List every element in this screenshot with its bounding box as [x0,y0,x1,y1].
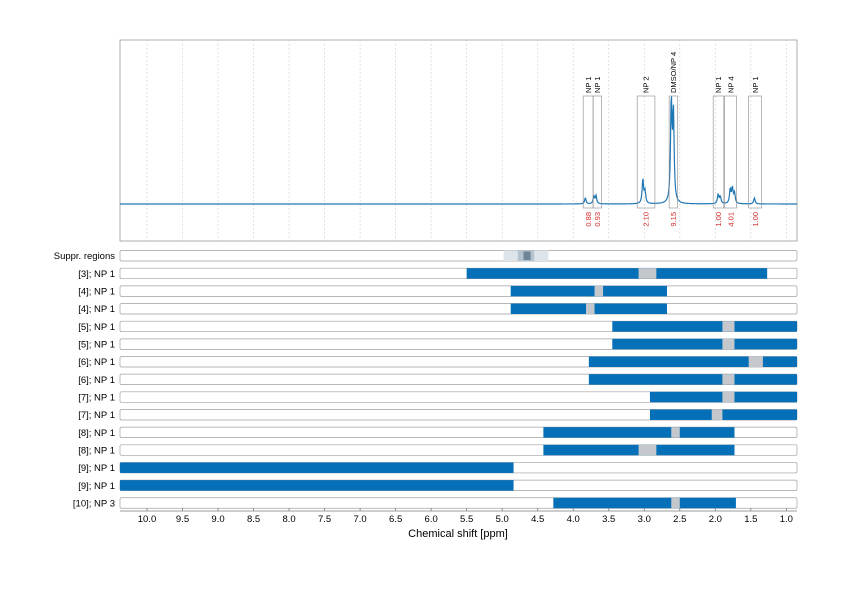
peak-integral-value: 1.00 [751,212,760,227]
row-bar [553,497,736,509]
row-bar-gap [671,427,680,438]
peak-regions: NP 1 0.88 NP 1 0.93 NP 2 2.10 DMSO/NP 4 9.15 NP … [582,52,762,227]
row-bar-gap [638,268,657,279]
row-bar [588,374,797,385]
spectrum-line [120,96,797,205]
x-tick-label: 6.0 [425,514,438,525]
row-label: [9]; NP 1 [78,481,115,492]
peak-region-box [748,95,762,209]
x-tick-label: 2.5 [673,514,686,525]
row-bar-gap [671,497,680,509]
row-bar-gap [722,374,735,385]
row-label: [7]; NP 1 [78,392,115,403]
row-label: [8]; NP 1 [78,445,115,456]
x-tick-label: 5.0 [496,514,509,525]
row-label: [5]; NP 1 [78,322,115,333]
peak-integral-value: 0.93 [593,212,602,227]
row-bar-gap [722,338,735,350]
x-tick-label: 8.5 [247,514,260,525]
row-bar-gap [711,409,723,420]
row-bar [543,427,735,438]
row-bar [510,285,667,297]
x-tick-label: 9.0 [211,514,224,525]
spectrum-panel [119,39,798,242]
peak-integral-value: 1.00 [714,212,723,227]
peak-integral-value: 4.01 [726,212,735,227]
row-label: [4]; NP 1 [78,287,115,298]
row-bar [120,480,514,491]
row-bar [612,321,797,332]
row-label: [9]; NP 1 [78,463,115,474]
peak-region-box [592,95,602,209]
row-label: [4]; NP 1 [78,304,115,315]
x-tick-label: 3.0 [638,514,651,525]
row-bar [588,356,797,367]
peak-region-box [712,95,725,209]
x-tick-label: 7.0 [354,514,367,525]
row-bar-gap [638,444,657,456]
row-label: [5]; NP 1 [78,339,115,350]
row-bar [612,338,797,350]
row-track [119,285,798,297]
row-label: [6]; NP 1 [78,375,115,386]
row-label: [7]; NP 1 [78,410,115,421]
row-label: [6]; NP 1 [78,357,115,368]
row-label: [3]; NP 1 [78,269,115,280]
peak-integral-value: 0.88 [584,212,593,227]
peak-region-box [636,95,656,209]
suppr-region-inner [523,251,531,260]
row-bar [649,409,797,420]
peak-region-box [724,95,737,209]
x-axis-title: Chemical shift [ppm] [408,528,508,540]
peak-region-label: DMSO/NP 4 [669,52,678,93]
x-tick-label: 3.5 [602,514,615,525]
spectrum-frame [119,39,798,242]
suppr-regions-track [119,250,798,262]
row-bar [120,462,514,473]
peak-region-label: NP 1 [593,76,602,93]
row-bar [466,268,768,279]
x-tick-label: 8.0 [282,514,295,525]
x-tick-label: 6.5 [389,514,402,525]
x-tick-label: 4.0 [567,514,580,525]
x-tick-label: 1.5 [744,514,757,525]
row-bar-gap [594,285,604,297]
suppr-regions-label: Suppr. regions [54,251,116,262]
track-rows: Suppr. regions [3]; NP 1 [4]; NP 1 [4]; NP … [54,250,798,509]
peak-integral-value: 9.15 [669,212,678,227]
peak-region-label: NP 1 [584,76,593,93]
x-tick-label: 5.5 [460,514,473,525]
row-label: [10]; NP 3 [73,498,115,509]
x-tick-label: 10.0 [138,514,157,525]
x-tick-label: 9.5 [176,514,189,525]
row-bar-gap [722,391,735,403]
peak-region-box [668,95,678,209]
x-tick-label: 7.5 [318,514,331,525]
row-track [119,303,798,315]
row-bar-gap [586,303,595,315]
row-bar-gap [722,321,735,332]
peak-integral-value: 2.10 [642,212,651,227]
row-label: [8]; NP 1 [78,428,115,439]
x-axis: 10.0 9.5 9.0 8.5 8.0 7.5 7.0 6.5 6.0 5.5 5.0 4.5 4.0… [120,508,797,525]
peak-region-label: NP 1 [714,76,723,93]
peak-region-label: NP 4 [726,76,735,93]
x-tick-label: 1.0 [780,514,793,525]
x-tick-label: 4.5 [531,514,544,525]
row-bar-gap [748,356,763,367]
x-tick-label: 2.0 [709,514,722,525]
peak-region-label: NP 1 [751,76,760,93]
peak-region-label: NP 2 [642,76,651,93]
